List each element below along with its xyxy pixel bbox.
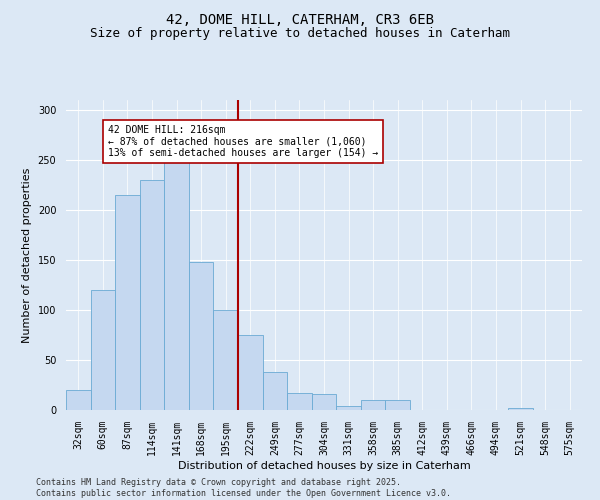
Bar xyxy=(238,335,263,410)
Bar xyxy=(66,390,91,410)
Bar xyxy=(91,290,115,410)
Bar xyxy=(140,180,164,410)
Bar xyxy=(508,408,533,410)
Bar xyxy=(164,160,189,410)
Text: 42, DOME HILL, CATERHAM, CR3 6EB: 42, DOME HILL, CATERHAM, CR3 6EB xyxy=(166,12,434,26)
Bar xyxy=(312,394,336,410)
Text: Contains HM Land Registry data © Crown copyright and database right 2025.
Contai: Contains HM Land Registry data © Crown c… xyxy=(36,478,451,498)
Bar xyxy=(263,372,287,410)
Bar xyxy=(115,195,140,410)
Bar xyxy=(214,310,238,410)
Bar xyxy=(189,262,214,410)
Text: 42 DOME HILL: 216sqm
← 87% of detached houses are smaller (1,060)
13% of semi-de: 42 DOME HILL: 216sqm ← 87% of detached h… xyxy=(108,125,378,158)
Y-axis label: Number of detached properties: Number of detached properties xyxy=(22,168,32,342)
X-axis label: Distribution of detached houses by size in Caterham: Distribution of detached houses by size … xyxy=(178,460,470,470)
Text: Size of property relative to detached houses in Caterham: Size of property relative to detached ho… xyxy=(90,28,510,40)
Bar xyxy=(336,406,361,410)
Bar xyxy=(287,393,312,410)
Bar xyxy=(385,400,410,410)
Bar xyxy=(361,400,385,410)
